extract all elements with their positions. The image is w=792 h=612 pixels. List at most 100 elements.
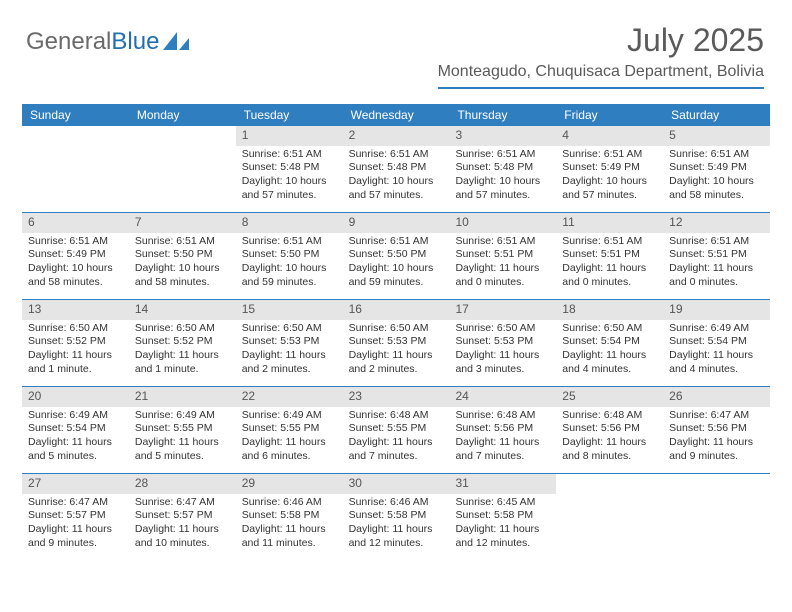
sunset-line: Sunset: 5:55 PM [135,422,230,436]
sunset-line: Sunset: 5:53 PM [349,335,444,349]
day-number: 3 [449,126,556,146]
daylight-line: Daylight: 11 hours and 10 minutes. [135,523,230,550]
day-number: 31 [449,474,556,494]
sunset-line: Sunset: 5:49 PM [562,161,657,175]
page-subtitle: Monteagudo, Chuquisaca Department, Boliv… [438,63,764,89]
day-header-row: SundayMondayTuesdayWednesdayThursdayFrid… [22,104,770,126]
daylight-line: Daylight: 10 hours and 57 minutes. [242,175,337,202]
calendar-cell: 8Sunrise: 6:51 AMSunset: 5:50 PMDaylight… [236,213,343,299]
sunrise-line: Sunrise: 6:51 AM [562,235,657,249]
daylight-line: Daylight: 11 hours and 5 minutes. [135,436,230,463]
calendar-cell: 31Sunrise: 6:45 AMSunset: 5:58 PMDayligh… [449,474,556,560]
day-number: 21 [129,387,236,407]
daylight-line: Daylight: 11 hours and 6 minutes. [242,436,337,463]
sunrise-line: Sunrise: 6:48 AM [455,409,550,423]
daylight-line: Daylight: 11 hours and 3 minutes. [455,349,550,376]
daylight-line: Daylight: 11 hours and 9 minutes. [28,523,123,550]
sunrise-line: Sunrise: 6:51 AM [562,148,657,162]
calendar-cell [556,474,663,560]
sunset-line: Sunset: 5:56 PM [455,422,550,436]
week-row: 27Sunrise: 6:47 AMSunset: 5:57 PMDayligh… [22,473,770,560]
day-number: 7 [129,213,236,233]
sunrise-line: Sunrise: 6:48 AM [349,409,444,423]
daylight-line: Daylight: 11 hours and 2 minutes. [349,349,444,376]
calendar-cell: 5Sunrise: 6:51 AMSunset: 5:49 PMDaylight… [663,126,770,212]
sunrise-line: Sunrise: 6:51 AM [242,148,337,162]
daylight-line: Daylight: 11 hours and 0 minutes. [562,262,657,289]
cell-body: Sunrise: 6:46 AMSunset: 5:58 PMDaylight:… [343,494,450,557]
logo-text-2: Blue [111,28,159,56]
day-number: 28 [129,474,236,494]
daylight-line: Daylight: 11 hours and 12 minutes. [349,523,444,550]
sunrise-line: Sunrise: 6:51 AM [135,235,230,249]
calendar-cell: 14Sunrise: 6:50 AMSunset: 5:52 PMDayligh… [129,300,236,386]
day-number: 27 [22,474,129,494]
cell-body: Sunrise: 6:45 AMSunset: 5:58 PMDaylight:… [449,494,556,557]
cell-body: Sunrise: 6:51 AMSunset: 5:48 PMDaylight:… [449,146,556,209]
calendar-cell [22,126,129,212]
calendar-cell: 20Sunrise: 6:49 AMSunset: 5:54 PMDayligh… [22,387,129,473]
daylight-line: Daylight: 11 hours and 1 minute. [135,349,230,376]
calendar: SundayMondayTuesdayWednesdayThursdayFrid… [22,104,770,560]
cell-body: Sunrise: 6:50 AMSunset: 5:53 PMDaylight:… [449,320,556,383]
sunset-line: Sunset: 5:49 PM [28,248,123,262]
cell-body: Sunrise: 6:51 AMSunset: 5:50 PMDaylight:… [129,233,236,296]
calendar-cell: 7Sunrise: 6:51 AMSunset: 5:50 PMDaylight… [129,213,236,299]
calendar-cell: 19Sunrise: 6:49 AMSunset: 5:54 PMDayligh… [663,300,770,386]
sunset-line: Sunset: 5:57 PM [135,509,230,523]
calendar-cell: 16 Sunrise: 6:50 AMSunset: 5:53 PMDayligh… [343,300,450,386]
cell-body: Sunrise: 6:49 AMSunset: 5:55 PMDaylight:… [236,407,343,470]
day-number: 19 [663,300,770,320]
day-number: 15 [236,300,343,320]
page-title: July 2025 [438,22,764,59]
sunrise-line: Sunrise: 6:46 AM [242,496,337,510]
day-number: 9 [343,213,450,233]
calendar-cell: 21Sunrise: 6:49 AMSunset: 5:55 PMDayligh… [129,387,236,473]
logo-sail-icon [163,32,191,52]
day-header: Sunday [22,104,129,126]
calendar-cell: 27Sunrise: 6:47 AMSunset: 5:57 PMDayligh… [22,474,129,560]
cell-body: Sunrise: 6:50 AMSunset: 5:52 PMDaylight:… [22,320,129,383]
sunset-line: Sunset: 5:53 PM [455,335,550,349]
day-number: 20 [22,387,129,407]
sunrise-line: Sunrise: 6:51 AM [242,235,337,249]
daylight-line: Daylight: 10 hours and 59 minutes. [349,262,444,289]
cell-body: Sunrise: 6:51 AMSunset: 5:51 PMDaylight:… [663,233,770,296]
calendar-cell: 28Sunrise: 6:47 AMSunset: 5:57 PMDayligh… [129,474,236,560]
cell-body: Sunrise: 6:51 AMSunset: 5:49 PMDaylight:… [663,146,770,209]
day-number: 26 [663,387,770,407]
cell-body: Sunrise: 6:46 AMSunset: 5:58 PMDaylight:… [236,494,343,557]
sunrise-line: Sunrise: 6:50 AM [242,322,337,336]
sunrise-line: Sunrise: 6:51 AM [455,235,550,249]
day-number: 2 [343,126,450,146]
calendar-cell: 4Sunrise: 6:51 AMSunset: 5:49 PMDaylight… [556,126,663,212]
daylight-line: Daylight: 11 hours and 11 minutes. [242,523,337,550]
cell-body: Sunrise: 6:51 AMSunset: 5:49 PMDaylight:… [556,146,663,209]
day-header: Wednesday [343,104,450,126]
daylight-line: Daylight: 11 hours and 0 minutes. [669,262,764,289]
logo-text-1: General [26,28,111,56]
sunrise-line: Sunrise: 6:50 AM [455,322,550,336]
calendar-cell: 23Sunrise: 6:48 AMSunset: 5:55 PMDayligh… [343,387,450,473]
sunset-line: Sunset: 5:54 PM [28,422,123,436]
cell-body: Sunrise: 6:51 AMSunset: 5:51 PMDaylight:… [556,233,663,296]
calendar-cell: 2Sunrise: 6:51 AMSunset: 5:48 PMDaylight… [343,126,450,212]
calendar-cell: 12Sunrise: 6:51 AMSunset: 5:51 PMDayligh… [663,213,770,299]
cell-body: Sunrise: 6:51 AMSunset: 5:49 PMDaylight:… [22,233,129,296]
sunrise-line: Sunrise: 6:50 AM [349,322,444,336]
cell-body: Sunrise: 6:51 AMSunset: 5:50 PMDaylight:… [236,233,343,296]
daylight-line: Daylight: 11 hours and 4 minutes. [562,349,657,376]
cell-body: Sunrise: 6:47 AMSunset: 5:57 PMDaylight:… [22,494,129,557]
day-number: 16 [343,300,450,320]
sunrise-line: Sunrise: 6:50 AM [562,322,657,336]
cell-body: Sunrise: 6:47 AMSunset: 5:57 PMDaylight:… [129,494,236,557]
sunset-line: Sunset: 5:58 PM [455,509,550,523]
sunset-line: Sunset: 5:55 PM [349,422,444,436]
daylight-line: Daylight: 11 hours and 1 minute. [28,349,123,376]
calendar-cell: 26Sunrise: 6:47 AMSunset: 5:56 PMDayligh… [663,387,770,473]
calendar-cell: 10Sunrise: 6:51 AMSunset: 5:51 PMDayligh… [449,213,556,299]
sunset-line: Sunset: 5:53 PM [242,335,337,349]
sunset-line: Sunset: 5:51 PM [562,248,657,262]
sunrise-line: Sunrise: 6:51 AM [669,148,764,162]
sunrise-line: Sunrise: 6:48 AM [562,409,657,423]
